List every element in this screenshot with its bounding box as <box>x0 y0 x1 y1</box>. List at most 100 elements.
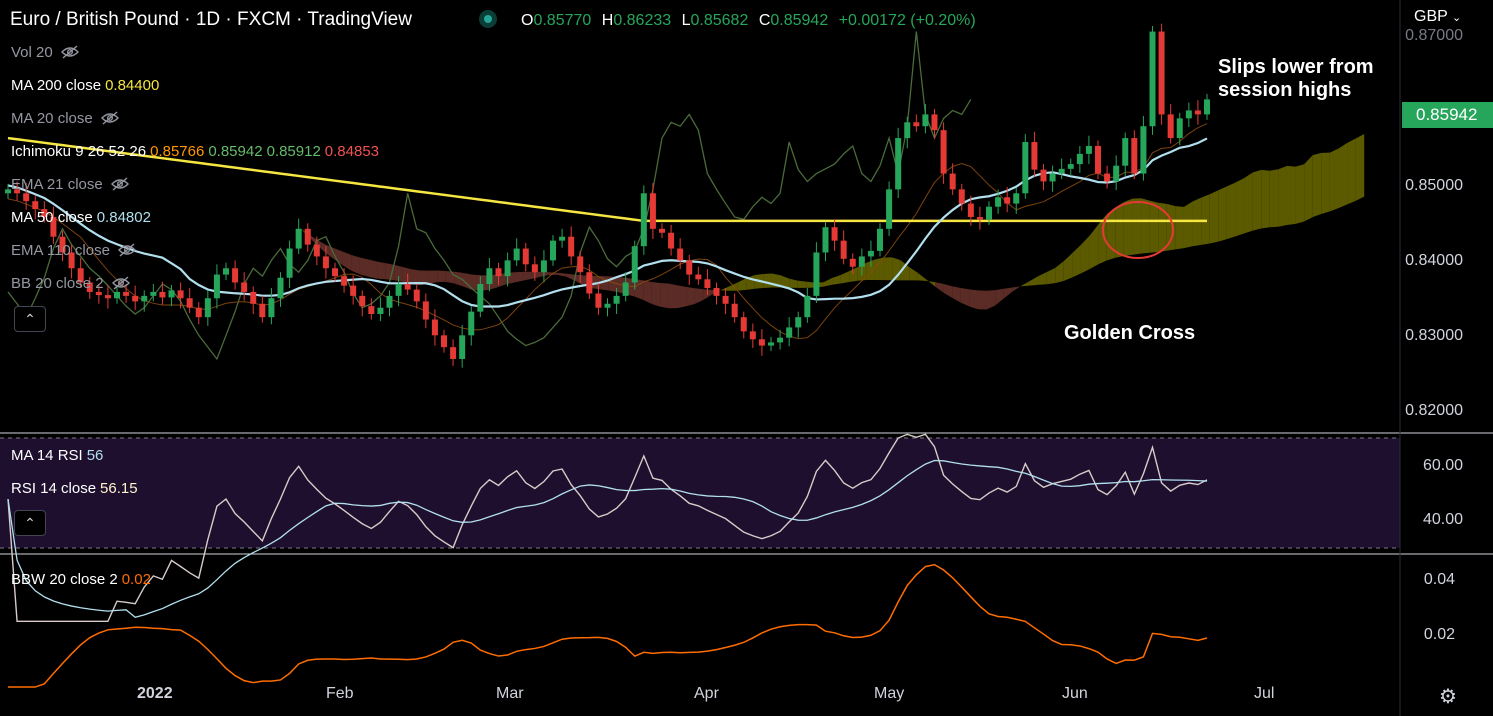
close-value: 0.85942 <box>770 12 829 29</box>
indicator-ichimoku-9-26-52-26[interactable]: Ichimoku 9 26 52 26 0.85766 0.85942 0.85912… <box>11 143 379 160</box>
rsi-tick-60: 60.00 <box>1422 457 1463 474</box>
candle-body <box>613 295 620 304</box>
candle-body <box>668 232 675 249</box>
cloud-segment <box>1261 169 1270 229</box>
cloud-segment <box>351 254 360 275</box>
ichimoku-value: 0.85912 <box>266 143 321 160</box>
ichimoku-cloud <box>231 134 1365 310</box>
candles <box>5 23 1210 368</box>
ichimoku-value: 0.85766 <box>150 143 205 160</box>
rsi-ma-value: 56 <box>86 447 104 464</box>
cloud-segment <box>1115 201 1124 258</box>
cloud-segment <box>445 271 455 284</box>
eye-off-icon[interactable] <box>104 275 130 292</box>
rsi-legend: RSI 14 close 56.15 <box>11 480 138 497</box>
indicator-ma-20-close[interactable]: MA 20 close <box>11 110 119 127</box>
annotation-golden-cross: Golden Cross <box>1064 322 1196 344</box>
y-tick-0: 0.87000 <box>1405 27 1463 44</box>
cloud-segment <box>840 271 850 284</box>
candle-body <box>831 227 838 241</box>
collapse-legend-button[interactable]: ⌃ <box>14 306 46 332</box>
cloud-segment <box>909 267 918 281</box>
candle-body <box>677 248 684 261</box>
x-tick-2022: 2022 <box>137 685 173 702</box>
candle-body <box>940 130 947 174</box>
open-value: 0.85770 <box>533 12 592 29</box>
indicator-vol-20[interactable]: Vol 20 <box>11 44 79 61</box>
cloud-segment <box>677 285 687 309</box>
candle-body <box>59 236 66 253</box>
indicator-bb-20-close-2[interactable]: BB 20 close 2 <box>11 275 130 292</box>
candle-body <box>1095 145 1101 174</box>
candle-body <box>1049 173 1056 182</box>
candle-body <box>631 246 638 283</box>
eye-off-icon[interactable] <box>53 44 79 61</box>
eye-off-icon[interactable] <box>110 242 136 259</box>
cloud-segment <box>557 272 566 277</box>
current-price-label: 0.85942 <box>1416 105 1478 124</box>
cloud-segment <box>385 263 395 281</box>
candle-body <box>704 279 711 288</box>
candle-body <box>223 268 229 275</box>
cloud-segment <box>411 269 421 286</box>
candle-body <box>195 307 202 318</box>
bbw-legend: BBW 20 close 2 0.02 <box>11 571 151 588</box>
rsi-line <box>7 433 1208 623</box>
cloud-segment <box>1201 194 1210 245</box>
market-status-dot <box>479 10 497 28</box>
candle-body <box>895 138 902 190</box>
candle-body <box>849 258 856 267</box>
collapse-rsi-legend-button[interactable]: ⌃ <box>14 510 46 536</box>
candle-body <box>450 347 457 359</box>
indicator-ema-21-close[interactable]: EMA 21 close <box>11 176 129 193</box>
cloud-segment <box>231 189 240 192</box>
candle-body <box>1076 153 1083 165</box>
cloud-segment <box>832 275 841 285</box>
cloud-segment <box>780 275 790 288</box>
cloud-segment <box>1321 152 1330 215</box>
candle-body <box>395 284 402 296</box>
cloud-segment <box>274 207 283 215</box>
bbw-line <box>8 563 1208 688</box>
candle-body <box>540 260 547 273</box>
indicator-ma-50-close[interactable]: MA 50 close 0.84802 <box>11 209 151 226</box>
candle-body <box>640 193 647 247</box>
candle-body <box>41 209 48 217</box>
cloud-segment <box>1089 224 1099 270</box>
indicator-ema-110-close[interactable]: EMA 110 close <box>11 242 136 259</box>
candle-body <box>822 227 829 253</box>
cloud-segment <box>634 279 644 300</box>
candle-body <box>513 248 520 261</box>
cloud-segment <box>1304 155 1313 222</box>
cloud-segment <box>1295 164 1305 224</box>
candle-body <box>1140 126 1147 174</box>
cloud-segment <box>806 281 815 288</box>
currency-selector[interactable]: GBP ⌄ <box>1414 8 1462 25</box>
cloud-segment <box>1141 198 1150 254</box>
cloud-segment <box>1278 165 1287 227</box>
cloud-segment <box>1080 235 1090 274</box>
settings-gear-icon[interactable]: ⚙ <box>1439 686 1457 708</box>
indicator-name: MA 200 close <box>11 77 102 94</box>
rsi-ma-line <box>7 459 1208 618</box>
cloud-segment <box>1072 244 1081 278</box>
candle-body <box>431 319 438 336</box>
candle-body <box>740 317 747 332</box>
eye-off-icon[interactable] <box>103 176 129 193</box>
ichimoku-value: 0.85942 <box>208 143 263 160</box>
candle-body <box>486 268 493 285</box>
indicator-name: EMA 110 close <box>11 242 110 259</box>
x-tick-feb: Feb <box>326 685 354 702</box>
rsi-ma-legend: MA 14 RSI 56 <box>11 447 104 464</box>
cloud-segment <box>935 282 944 293</box>
cloud-segment <box>454 271 463 287</box>
eye-off-icon[interactable] <box>93 110 119 127</box>
candle-body <box>177 290 184 299</box>
candle-body <box>304 228 311 245</box>
cloud-segment <box>600 276 609 291</box>
candle-body <box>568 236 575 257</box>
cloud-segment <box>282 214 292 221</box>
candle-body <box>441 335 447 348</box>
indicator-ma-200-close[interactable]: MA 200 close 0.84400 <box>11 77 159 94</box>
